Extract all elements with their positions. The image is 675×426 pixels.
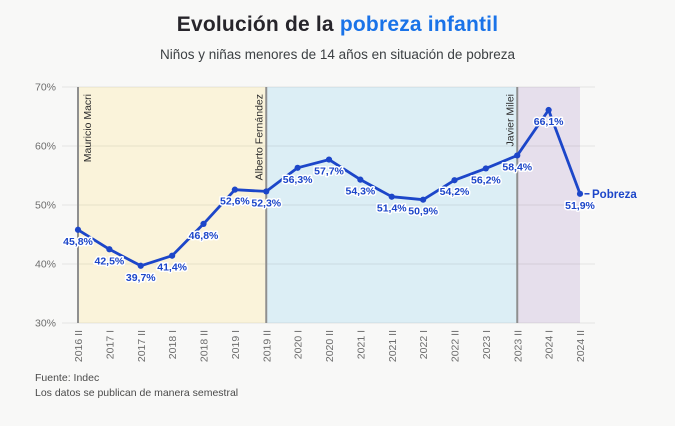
series-label: Pobreza: [592, 189, 637, 201]
frequency-note: Los datos se publican de manera semestra…: [35, 387, 239, 399]
x-tick-2017-ii: 2017 II: [136, 330, 148, 362]
value-label-2021-i: 54,3%: [345, 186, 375, 198]
y-tick-40: 40%: [35, 259, 56, 271]
x-tick-2020-i: 2020 I: [293, 330, 305, 359]
source-note: Fuente: Indec: [35, 372, 100, 384]
data-point-2022-i[interactable]: [420, 196, 427, 203]
y-tick-60: 60%: [35, 141, 56, 153]
value-label-2018-ii: 46,8%: [189, 230, 219, 242]
data-point-2016-ii[interactable]: [74, 226, 82, 233]
x-tick-2024-ii: 2024 II: [575, 330, 587, 362]
value-label-2021-ii: 51,4%: [377, 203, 407, 215]
data-point-2020-i[interactable]: [294, 164, 301, 171]
era-label-alberto-fern-ndez: Alberto Fernández: [253, 94, 265, 180]
data-point-2018-i[interactable]: [169, 252, 176, 259]
value-label-2022-ii: 54,2%: [440, 186, 470, 198]
value-label-2016-ii: 45,8%: [63, 236, 93, 248]
y-tick-30: 30%: [35, 318, 56, 330]
value-label-2017-ii: 39,7%: [126, 272, 156, 284]
x-tick-2024-i: 2024 I: [544, 330, 556, 359]
x-tick-2021-ii: 2021 II: [387, 330, 399, 362]
x-tick-2019-ii: 2019 II: [261, 330, 273, 362]
data-point-2022-ii[interactable]: [451, 177, 458, 184]
era-region-alberto-fern-ndez: [266, 87, 518, 323]
x-tick-2023-ii: 2023 II: [512, 330, 524, 362]
value-label-2022-i: 50,9%: [408, 206, 438, 218]
era-label-mauricio-macri: Mauricio Macri: [82, 94, 94, 162]
value-label-2019-ii: 52,3%: [251, 197, 281, 209]
value-label-2020-i: 56,3%: [283, 174, 313, 186]
x-tick-2023-i: 2023 I: [481, 330, 493, 359]
chart-subtitle: Niños y niñas menores de 14 años en situ…: [160, 47, 515, 62]
value-label-2019-i: 52,6%: [220, 196, 250, 208]
data-point-2019-ii[interactable]: [263, 188, 270, 195]
data-point-2017-i[interactable]: [106, 246, 113, 253]
data-point-2018-ii[interactable]: [200, 220, 207, 227]
era-label-javier-milei: Javier Milei: [504, 94, 516, 147]
data-point-2021-i[interactable]: [357, 176, 364, 183]
x-tick-2022-i: 2022 I: [418, 330, 430, 359]
y-tick-70: 70%: [35, 82, 56, 94]
data-point-2017-ii[interactable]: [137, 262, 144, 269]
x-tick-2021-i: 2021 I: [355, 330, 367, 359]
value-label-2024-ii: 51,9%: [565, 200, 595, 212]
x-tick-2020-ii: 2020 II: [324, 330, 336, 362]
page-title-highlight: pobreza infantil: [339, 13, 499, 36]
x-tick-2017-i: 2017 I: [104, 330, 116, 359]
x-tick-2018-ii: 2018 II: [199, 330, 211, 362]
page-title-prefix: Evolución de la: [176, 13, 334, 36]
value-label-2023-i: 56,2%: [471, 174, 501, 186]
x-tick-2018-i: 2018 I: [167, 330, 179, 359]
value-label-2018-i: 41,4%: [157, 262, 187, 274]
value-label-2020-ii: 57,7%: [314, 166, 344, 178]
value-label-2024-i: 66,1%: [534, 116, 564, 128]
value-label-2023-ii: 58,4%: [502, 161, 532, 173]
page-title: Evolución de la pobreza infantil: [0, 13, 675, 37]
x-tick-2019-i: 2019 I: [230, 330, 242, 359]
data-point-2020-ii[interactable]: [325, 156, 333, 163]
x-tick-2016-ii: 2016 II: [73, 330, 85, 362]
data-point-2023-i[interactable]: [482, 165, 489, 172]
x-tick-2022-ii: 2022 II: [450, 330, 462, 362]
data-point-2021-ii[interactable]: [388, 193, 395, 200]
era-region-javier-milei: [517, 87, 580, 323]
y-tick-50: 50%: [35, 200, 56, 212]
value-label-2017-i: 42,5%: [94, 255, 124, 267]
data-point-2023-ii[interactable]: [514, 152, 521, 159]
chart-footer: Fuente: Indec Los datos se publican de m…: [35, 371, 238, 401]
data-point-2019-i[interactable]: [231, 186, 238, 193]
data-point-2024-ii[interactable]: [576, 190, 584, 197]
era-region-mauricio-macri: [78, 87, 267, 323]
data-point-2024-i[interactable]: [545, 106, 552, 114]
